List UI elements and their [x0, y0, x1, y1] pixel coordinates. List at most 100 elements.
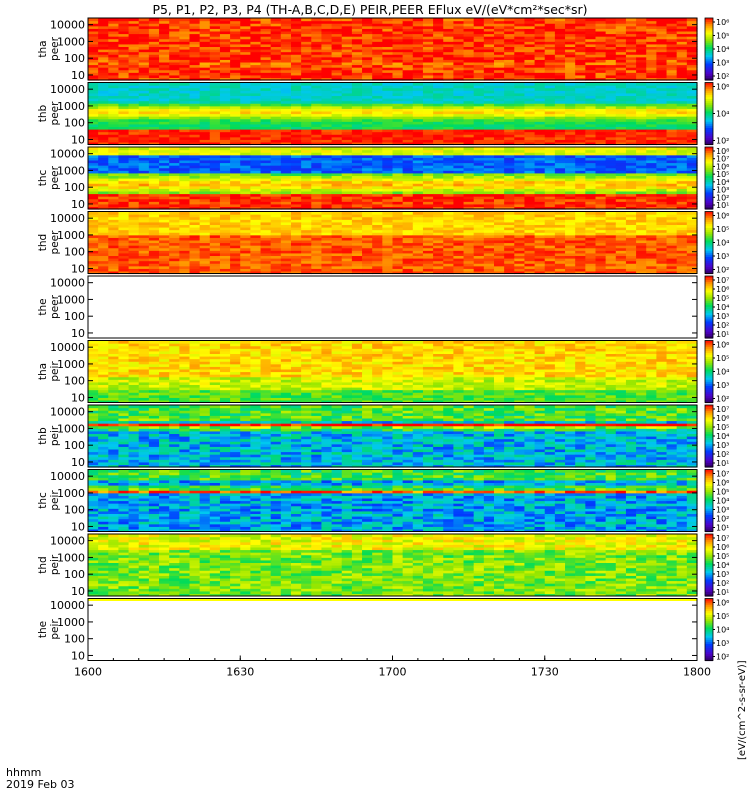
- spectrogram-image: [88, 469, 698, 533]
- spectrogram-image: [88, 405, 698, 468]
- spectrogram-image: [88, 147, 698, 210]
- colorbar-tick-label: 10⁵: [716, 612, 729, 621]
- y-tick-label: 100: [64, 52, 85, 65]
- x-tick-label: 1700: [379, 666, 407, 679]
- panel-frame: [87, 533, 698, 597]
- colorbar-tick-label: 10⁵: [716, 294, 729, 303]
- panel-label: thdpeir: [37, 554, 61, 575]
- colorbar-tick-label: 10³: [716, 381, 729, 390]
- spectrogram-panel-tha-peir: 10 100 1000 10000 thapeir 10⁶ 10⁵ 10⁴ 10³ 10²: [37, 340, 729, 408]
- colorbar-tick-label: 10³: [716, 570, 729, 579]
- colorbar-tick-label: 10⁵: [716, 32, 729, 41]
- colorbar-tick-label: 10⁴: [716, 239, 729, 248]
- panel-frame: [87, 17, 698, 81]
- colorbar-tick-label: 10³: [716, 59, 729, 68]
- colorbar-tick-label: 10⁵: [716, 552, 729, 561]
- spectrogram-image: [88, 534, 698, 597]
- y-tick-label: 1000: [57, 487, 85, 500]
- colorbar-tick-label: 10³: [716, 441, 729, 450]
- figure-title: P5, P1, P2, P3, P4 (TH-A,B,C,D,E) PEIR,P…: [152, 2, 587, 17]
- panel-frame: [87, 469, 698, 532]
- y-tick-label: 1000: [57, 35, 85, 48]
- y-tick-label: 100: [64, 375, 85, 388]
- panel-label: thapeir: [37, 361, 61, 382]
- colorbar-tick-label: 10⁵: [716, 170, 729, 179]
- colorbar-tick-label: 10⁶: [716, 543, 729, 552]
- time-axis: 1600 1630 1700 1730 1800: [74, 655, 711, 679]
- y-tick-label: 100: [64, 633, 85, 646]
- y-tick-label: 1000: [57, 422, 85, 435]
- panel-label: thbpeer: [37, 101, 61, 126]
- y-tick-label: 10: [71, 391, 85, 404]
- y-tick-label: 10: [71, 456, 85, 469]
- panel-frame: [87, 211, 698, 274]
- y-tick-label: 1000: [57, 616, 85, 629]
- y-tick-label: 10000: [50, 148, 85, 161]
- colorbar-tick-label: 10⁷: [716, 155, 729, 164]
- y-tick-label: 1000: [57, 358, 85, 371]
- y-tick-label: 10000: [50, 83, 85, 96]
- spectrogram-panel-thc-peir: 10 100 1000 10000 thcpeir 10⁷10⁶10⁵10⁴10³10²1…: [37, 469, 729, 537]
- colorbar-tick-label: 10⁴: [716, 497, 729, 506]
- colorbar-tick-label: 10⁷: [716, 470, 729, 479]
- y-tick-label: 10: [71, 649, 85, 662]
- colorbar-tick-label: 10⁶: [716, 18, 729, 27]
- y-tick-label: 10: [71, 327, 85, 340]
- colorbar-tick-label: 10⁵: [716, 354, 729, 363]
- panel-frame: [87, 598, 698, 661]
- x-tick-label: 1600: [74, 666, 102, 679]
- panel-stack: 10100100010000thapeer10⁶10⁵10⁴10³10²1010…: [37, 17, 729, 662]
- y-tick-label: 1000: [57, 164, 85, 177]
- colorbar-tick-label: 10⁵: [716, 488, 729, 497]
- colorbar-tick-label: 10⁶: [716, 285, 729, 294]
- y-tick-label: 10: [71, 198, 85, 211]
- colorbar-tick-label: 10⁶: [716, 212, 729, 221]
- y-tick-label: 10000: [50, 212, 85, 225]
- y-tick-label: 100: [64, 568, 85, 581]
- y-tick-label: 10000: [50, 341, 85, 354]
- panel-label: thcpeir: [37, 490, 61, 511]
- panel-frame: [87, 340, 698, 403]
- spectrogram-panel-thc-peer: 10100100010000thcpeer10⁸10⁷10⁶10⁵10⁴10³1…: [37, 146, 729, 211]
- panel-label: thcpeer: [37, 165, 61, 190]
- colorbar-tick-label: 10⁸: [716, 147, 729, 156]
- colorbar-tick-label: 10²: [716, 653, 729, 662]
- colorbar-tick-label: 10⁴: [716, 561, 729, 570]
- colorbar: 10⁶ 10⁵ 10⁴ 10³ 10²: [704, 340, 729, 404]
- panel-label: thepeir: [37, 619, 61, 640]
- y-tick-label: 10000: [50, 277, 85, 290]
- colorbar-tick-label: 10⁴: [716, 45, 729, 54]
- colorbar-tick-label: 10¹: [716, 201, 729, 210]
- colorbar-tick-label: 10¹: [716, 459, 729, 468]
- x-tick-label: 1630: [226, 666, 254, 679]
- panel-frame: [87, 146, 698, 210]
- panel-label: thdpeer: [37, 230, 61, 255]
- colorbar-tick-label: 10⁶: [716, 599, 729, 608]
- colorbar-tick-label: 10²: [716, 450, 729, 459]
- colorbar-tick-label: 10³: [716, 639, 729, 648]
- colorbar-tick-label: 10¹: [716, 524, 729, 533]
- spectrogram-panel-thb-peer: 10 100 1000 10000 thbpeer 10⁶ 10⁴ 10²: [37, 82, 729, 146]
- colorbar-tick-label: 10⁷: [716, 276, 729, 285]
- y-tick-label: 10: [71, 133, 85, 146]
- colorbar-tick-label: 10⁶: [716, 479, 729, 488]
- y-tick-label: 100: [64, 310, 85, 323]
- colorbar-tick-label: 10¹: [716, 330, 729, 339]
- spectrogram-image: [88, 340, 698, 404]
- colorbar-tick-label: 10⁴: [716, 432, 729, 441]
- colorbar-tick-label: 10²: [716, 266, 729, 275]
- colorbar-tick-label: 10⁴: [716, 368, 729, 377]
- colorbar-tick-label: 10⁴: [716, 303, 729, 312]
- y-tick-label: 1000: [57, 551, 85, 564]
- y-tick-label: 1000: [57, 229, 85, 242]
- colorbar-tick-label: 10⁴: [716, 626, 729, 635]
- colorbar-tick-label: 10⁶: [716, 414, 729, 423]
- fill-stripe: [88, 596, 697, 601]
- y-tick-label: 10: [71, 520, 85, 533]
- colorbar-tick-label: 10²: [716, 137, 729, 146]
- y-tick-label: 10: [71, 262, 85, 275]
- y-tick-label: 10000: [50, 535, 85, 548]
